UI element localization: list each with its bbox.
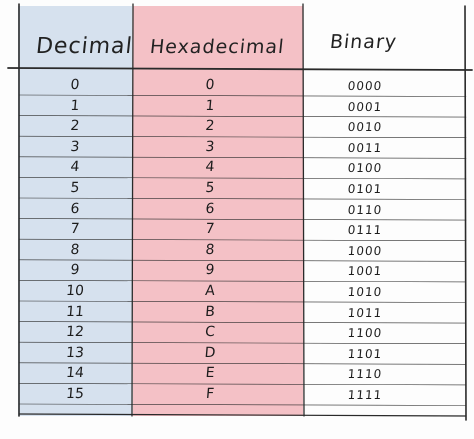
binary-cell: 0000 bbox=[347, 79, 383, 93]
decimal-cell: 5 bbox=[69, 180, 81, 196]
row-divider-line bbox=[18, 300, 467, 303]
binary-cell: 0110 bbox=[347, 202, 383, 217]
bottom-border-line bbox=[18, 413, 467, 417]
right-border-line bbox=[464, 5, 467, 421]
binary-cell: 0100 bbox=[347, 161, 383, 176]
row-divider-line bbox=[18, 383, 467, 386]
hexadecimal-cell: 0 bbox=[204, 77, 216, 93]
hexadecimal-cell: F bbox=[205, 386, 215, 402]
row-divider-line bbox=[18, 177, 467, 180]
hexadecimal-cell: 9 bbox=[204, 262, 216, 279]
hexadecimal-cell: A bbox=[204, 283, 216, 299]
row-divider-line bbox=[18, 403, 467, 406]
decimal-cell: 13 bbox=[65, 344, 85, 361]
row-divider-line bbox=[18, 259, 467, 262]
binary-cell: 1011 bbox=[347, 305, 383, 320]
hexadecimal-cell: 5 bbox=[204, 180, 216, 196]
decimal-cell: 3 bbox=[69, 138, 81, 155]
hexadecimal-cell: 4 bbox=[204, 159, 216, 176]
row-divider-line bbox=[18, 341, 467, 345]
binary-cell: 1001 bbox=[347, 264, 383, 279]
hexadecimal-cell: D bbox=[203, 344, 217, 361]
hexadecimal-cell: 6 bbox=[204, 200, 216, 217]
binary-cell: 1010 bbox=[347, 285, 383, 299]
row-divider-line bbox=[18, 238, 467, 241]
hexadecimal-cell: B bbox=[204, 303, 216, 320]
decimal-cell: 15 bbox=[65, 386, 85, 402]
hexadecimal-cell: 1 bbox=[204, 97, 216, 114]
hexadecimal-cell: C bbox=[204, 324, 216, 341]
decimal-cell: 4 bbox=[69, 159, 81, 176]
hexadecimal-cell: E bbox=[204, 365, 216, 382]
decimal-cell: 10 bbox=[65, 283, 85, 299]
decimal-cell: 6 bbox=[69, 200, 81, 217]
hexadecimal-column-shading bbox=[133, 6, 303, 416]
decimal-cell: 9 bbox=[69, 262, 81, 279]
row-divider-line bbox=[18, 362, 467, 365]
row-divider-line bbox=[18, 115, 467, 118]
binary-cell: 0101 bbox=[347, 182, 383, 196]
decimal-cell: 0 bbox=[69, 77, 81, 93]
binary-cell: 0001 bbox=[347, 99, 383, 114]
binary-cell: 1000 bbox=[347, 243, 383, 258]
binary-cell: 1111 bbox=[347, 388, 383, 402]
decimal-cell: 12 bbox=[65, 324, 85, 341]
header-binary: Binary bbox=[328, 31, 399, 53]
row-divider-line bbox=[18, 280, 467, 283]
decimal-column-shading bbox=[18, 6, 132, 416]
decimal-cell: 7 bbox=[69, 221, 81, 238]
row-divider-line bbox=[18, 321, 467, 324]
row-divider-line bbox=[18, 135, 467, 138]
header-decimal: Decimal bbox=[34, 34, 135, 59]
decimal-cell: 2 bbox=[69, 118, 81, 135]
row-divider-line bbox=[18, 197, 467, 200]
decimal-cell: 11 bbox=[65, 303, 85, 320]
row-divider-line bbox=[18, 156, 467, 159]
column-divider-line bbox=[131, 3, 134, 417]
row-divider-line bbox=[18, 218, 467, 221]
hexadecimal-cell: 8 bbox=[204, 241, 216, 258]
binary-cell: 0010 bbox=[347, 120, 383, 135]
binary-cell: 0011 bbox=[347, 140, 383, 155]
header-hexadecimal: Hexadecimal bbox=[148, 36, 286, 58]
hexadecimal-cell: 3 bbox=[204, 138, 216, 155]
hexadecimal-cell: 7 bbox=[204, 221, 216, 238]
binary-cell: 1110 bbox=[347, 367, 383, 382]
header-underline bbox=[7, 67, 473, 71]
decimal-cell: 14 bbox=[65, 365, 85, 382]
hexadecimal-cell: 2 bbox=[204, 118, 216, 135]
decimal-cell: 1 bbox=[69, 97, 81, 114]
column-divider-line bbox=[302, 3, 305, 417]
binary-cell: 1101 bbox=[347, 346, 383, 361]
binary-cell: 0111 bbox=[347, 223, 383, 238]
row-divider-line bbox=[18, 94, 467, 97]
decimal-cell: 8 bbox=[69, 241, 81, 258]
binary-cell: 1100 bbox=[347, 326, 383, 341]
